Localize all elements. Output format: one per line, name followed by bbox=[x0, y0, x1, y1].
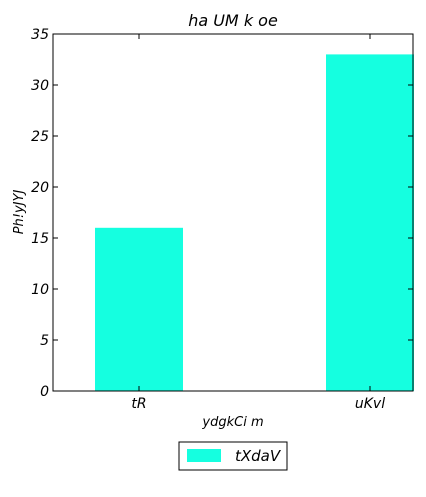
x-axis-label: ydgkCi m bbox=[201, 415, 263, 430]
legend: tXdaV bbox=[178, 441, 288, 471]
chart-title: ha UM k oe bbox=[188, 11, 278, 30]
bars-group bbox=[95, 54, 414, 392]
y-tick-label: 5 bbox=[40, 333, 49, 349]
bar-tR bbox=[95, 227, 183, 391]
y-tick-label: 10 bbox=[31, 282, 49, 298]
y-tick-label: 35 bbox=[31, 27, 49, 43]
legend-box bbox=[178, 441, 288, 471]
x-tick-label: tR bbox=[131, 396, 146, 412]
y-axis-ticks: 0 5 10 15 20 25 30 35 bbox=[31, 27, 413, 400]
y-tick-label: 0 bbox=[40, 384, 49, 400]
legend-swatch bbox=[187, 449, 221, 462]
legend-label: tXdaV bbox=[235, 447, 282, 465]
bar-uKvl bbox=[326, 54, 414, 392]
x-axis-ticks: tR uKvl bbox=[131, 34, 385, 412]
plot-frame bbox=[52, 33, 414, 392]
x-tick-label: uKvl bbox=[355, 396, 385, 412]
y-tick-label: 20 bbox=[31, 180, 49, 196]
y-axis-label: Ph!yJYJ bbox=[12, 190, 27, 235]
y-tick-label: 30 bbox=[31, 78, 49, 94]
y-tick-label: 15 bbox=[31, 231, 49, 247]
y-tick-label: 25 bbox=[31, 129, 49, 145]
